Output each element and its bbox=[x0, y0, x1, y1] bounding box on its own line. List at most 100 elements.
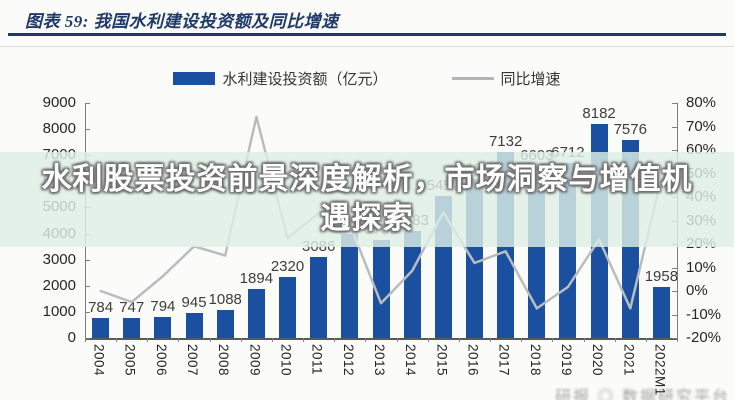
x-axis-tick bbox=[178, 338, 180, 342]
bar-series-swatch bbox=[173, 72, 216, 85]
bar bbox=[652, 286, 670, 338]
left-axis-tick bbox=[85, 311, 90, 313]
x-axis-category-label: 2021 bbox=[621, 344, 637, 377]
x-axis-tick bbox=[427, 338, 429, 342]
bar-value-label: 794 bbox=[150, 298, 176, 316]
bar-value-label: 1894 bbox=[239, 269, 274, 287]
corner-watermark: 研报 ◎ 数据研究平台 bbox=[555, 389, 730, 400]
x-axis-category-label: 2015 bbox=[434, 344, 450, 377]
bar-value-label: 1958 bbox=[644, 267, 679, 285]
bar bbox=[341, 234, 359, 338]
x-axis-tick bbox=[85, 338, 86, 342]
x-axis-tick bbox=[271, 338, 273, 342]
x-axis-category-label: 2012 bbox=[340, 344, 356, 377]
x-axis-category-label: 2006 bbox=[153, 344, 169, 377]
bar-value-label: 747 bbox=[119, 299, 145, 317]
bar bbox=[310, 257, 328, 338]
right-axis-tick-label: 70% bbox=[686, 117, 717, 135]
bar bbox=[185, 313, 203, 338]
left-axis-tick-label: 2000 bbox=[42, 276, 76, 294]
bar bbox=[403, 231, 421, 338]
x-axis-line bbox=[85, 338, 678, 340]
x-axis-category-label: 2013 bbox=[372, 344, 387, 377]
x-axis-tick bbox=[334, 338, 336, 342]
x-axis-category-label: 2009 bbox=[247, 344, 263, 377]
x-axis-tick bbox=[490, 338, 492, 342]
bar bbox=[372, 239, 390, 338]
x-axis-tick bbox=[645, 338, 647, 342]
legend-item-investment: 水利建设投资额（亿元） bbox=[173, 68, 388, 89]
right-axis-tick-label: 0% bbox=[686, 282, 708, 299]
x-axis-category-label: 2017 bbox=[496, 344, 512, 377]
left-axis-tick bbox=[85, 129, 90, 131]
chart-legend: 水利建设投资额（亿元） 同比增速 bbox=[0, 68, 734, 89]
x-axis-category-label: 2007 bbox=[185, 344, 201, 377]
right-axis-tick-label: 10% bbox=[686, 258, 717, 276]
right-axis-tick bbox=[672, 103, 677, 104]
right-axis-tick bbox=[672, 150, 677, 151]
figure-title: 图表 59: 我国水利建设投资额及同比增速 bbox=[25, 12, 339, 31]
right-axis-tick bbox=[672, 291, 677, 292]
x-axis-tick bbox=[365, 338, 367, 342]
x-axis-tick bbox=[147, 338, 149, 342]
x-axis-tick bbox=[303, 338, 305, 342]
x-axis-tick bbox=[396, 338, 398, 342]
bar bbox=[279, 277, 297, 338]
x-axis-tick bbox=[521, 338, 523, 342]
bar bbox=[154, 317, 172, 338]
header-separator bbox=[0, 46, 734, 47]
x-axis-category-label: 2014 bbox=[403, 344, 419, 377]
legend-item-growth: 同比增速 bbox=[451, 68, 561, 89]
bar-value-label: 2320 bbox=[270, 258, 305, 276]
left-axis-tick bbox=[85, 259, 90, 261]
x-axis-category-label: 2016 bbox=[465, 344, 481, 377]
bar-series-label: 水利建设投资额（亿元） bbox=[222, 71, 388, 88]
bar bbox=[123, 318, 141, 338]
bar-value-label: 945 bbox=[181, 294, 207, 312]
left-axis-tick-label: 3000 bbox=[42, 250, 76, 268]
right-axis-tick bbox=[672, 126, 677, 128]
left-axis-tick bbox=[85, 103, 90, 104]
line-series-label: 同比增速 bbox=[500, 71, 561, 88]
x-axis-category-label: 2004 bbox=[91, 344, 107, 377]
left-axis-tick bbox=[85, 285, 90, 287]
left-axis-tick-label: 8000 bbox=[42, 120, 76, 138]
x-axis-category-label: 2010 bbox=[278, 344, 294, 377]
bar bbox=[247, 288, 265, 338]
watermark-line2: 遇探索 bbox=[320, 202, 414, 235]
bar bbox=[216, 309, 234, 338]
right-axis-tick bbox=[672, 267, 677, 269]
x-axis-category-label: 2020 bbox=[590, 344, 606, 377]
right-axis-tick-label: -10% bbox=[686, 305, 722, 323]
x-axis-tick bbox=[552, 338, 554, 342]
left-axis-tick-label: 1000 bbox=[42, 302, 76, 320]
bar-value-label: 7132 bbox=[488, 132, 523, 150]
x-axis-tick bbox=[240, 338, 242, 342]
title-divider bbox=[8, 33, 726, 36]
x-axis-tick bbox=[209, 338, 211, 342]
x-axis-tick bbox=[614, 338, 616, 342]
bar-value-label: 8182 bbox=[582, 105, 616, 123]
bar-value-label: 7576 bbox=[613, 121, 647, 139]
line-series-swatch bbox=[451, 77, 494, 80]
x-axis-category-label: 2018 bbox=[527, 344, 543, 377]
left-axis-tick bbox=[85, 338, 90, 339]
left-axis-tick-label: 9000 bbox=[42, 94, 76, 111]
right-axis-tick bbox=[672, 314, 677, 316]
bar bbox=[92, 317, 110, 338]
x-axis-category-label: 2011 bbox=[309, 344, 325, 376]
x-axis-category-label: 2005 bbox=[122, 344, 138, 377]
x-axis-category-label: 2022M1 bbox=[652, 344, 668, 396]
bar-value-label: 784 bbox=[88, 298, 114, 316]
x-axis-category-label: 2019 bbox=[558, 344, 574, 377]
left-axis-tick-label: 0 bbox=[67, 329, 76, 346]
right-axis-tick bbox=[672, 338, 677, 339]
x-axis-tick bbox=[116, 338, 118, 342]
right-axis-tick-label: -20% bbox=[686, 329, 722, 346]
x-axis-tick bbox=[583, 338, 585, 342]
x-axis-category-label: 2008 bbox=[216, 344, 232, 377]
x-axis-tick bbox=[458, 338, 460, 342]
right-axis-tick-label: 80% bbox=[686, 94, 717, 111]
watermark-text: 水利股票投资前景深度解析，市场洞察与增值机 遇探索 bbox=[0, 160, 734, 238]
